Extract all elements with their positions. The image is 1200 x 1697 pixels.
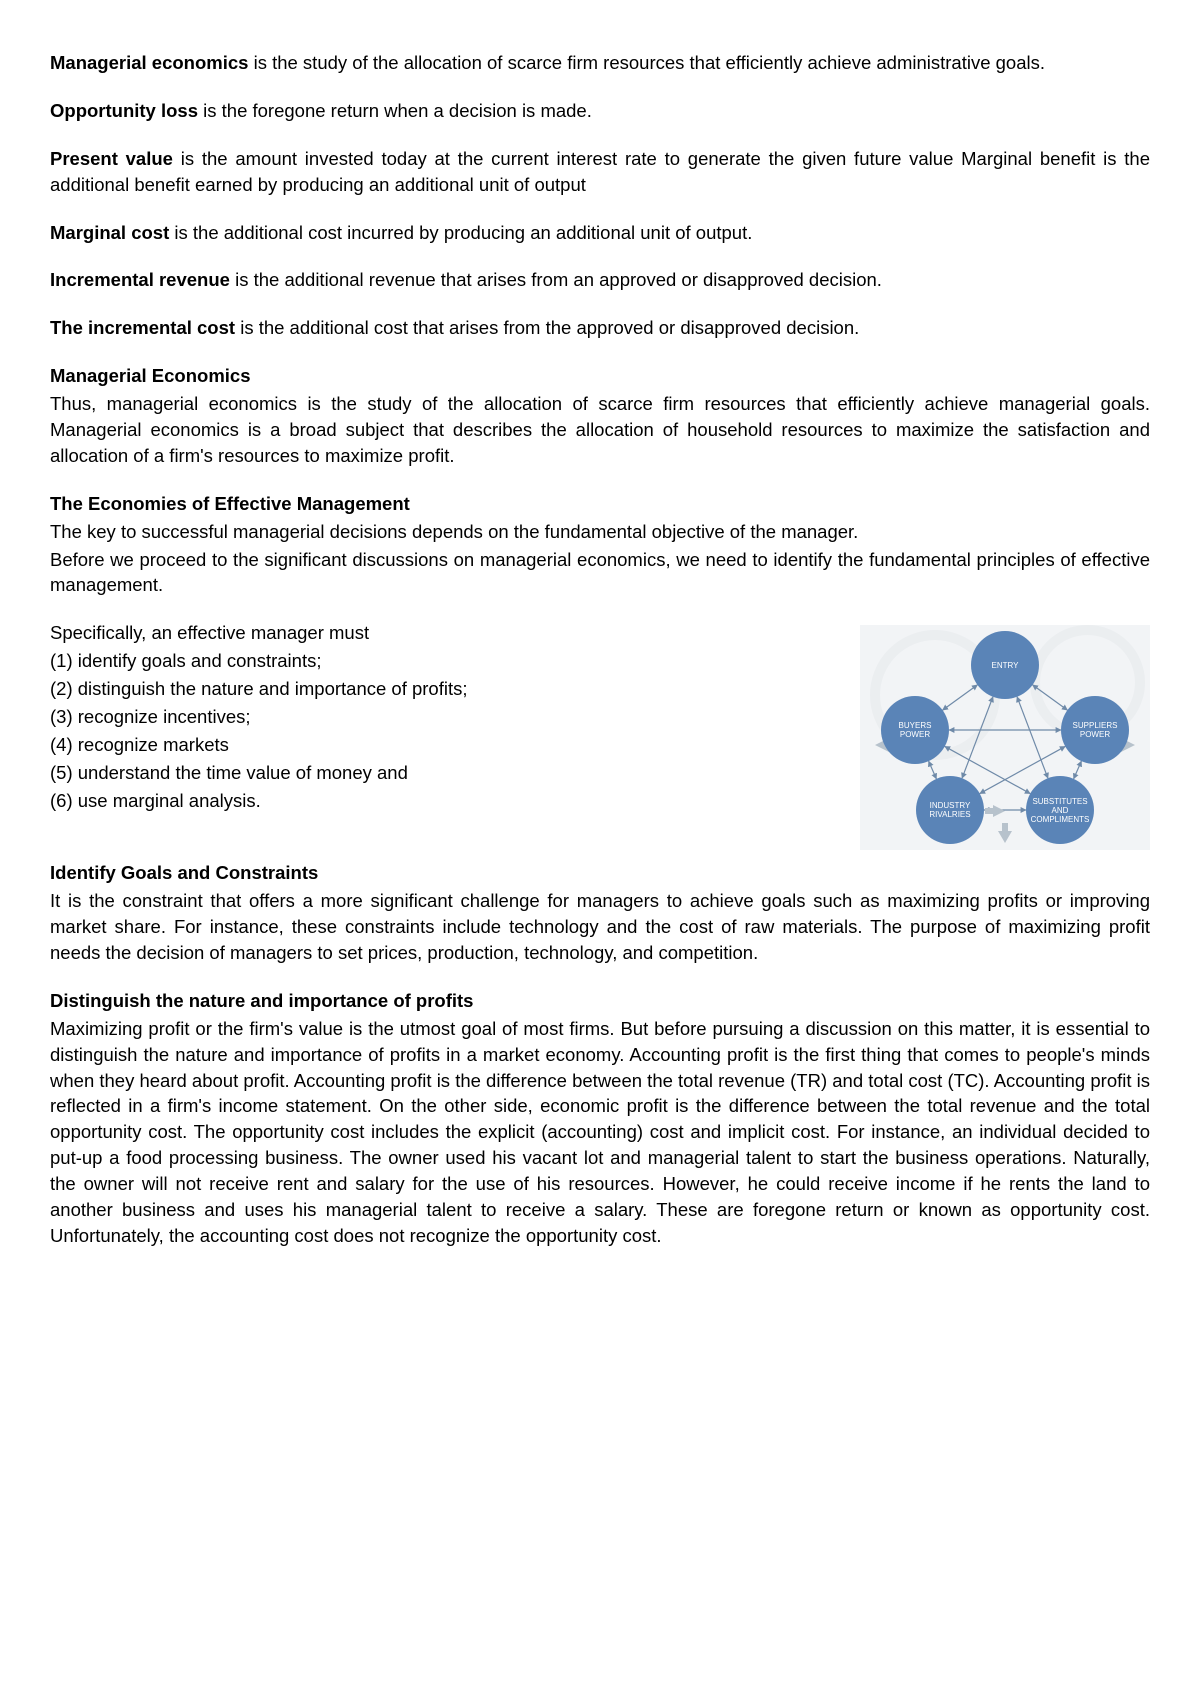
five-forces-diagram: ENTRY BUYERS POWER SUPPLIERS POWER INDUS… (860, 625, 1150, 850)
def-text: is the additional cost that arises from … (235, 317, 859, 338)
def-text: is the additional revenue that arises fr… (230, 269, 882, 290)
manager-must-section: ENTRY BUYERS POWER SUPPLIERS POWER INDUS… (50, 620, 1150, 860)
heading-profits: Distinguish the nature and importance of… (50, 988, 1150, 1014)
term: The incremental cost (50, 317, 235, 338)
def-incremental-cost: The incremental cost is the additional c… (50, 315, 1150, 341)
def-managerial-economics: Managerial economics is the study of the… (50, 50, 1150, 76)
def-incremental-revenue: Incremental revenue is the additional re… (50, 267, 1150, 293)
body-managerial-economics: Thus, managerial economics is the study … (50, 391, 1150, 469)
body-profits: Maximizing profit or the firm's value is… (50, 1016, 1150, 1249)
term: Managerial economics (50, 52, 248, 73)
node-subs: SUBSTITUTES AND COMPLIMENTS (1026, 776, 1094, 844)
def-present-value: Present value is the amount invested tod… (50, 146, 1150, 198)
def-text: is the amount invested today at the curr… (50, 148, 1150, 195)
def-text: is the foregone return when a decision i… (198, 100, 592, 121)
term: Marginal cost (50, 222, 169, 243)
term: Present value (50, 148, 173, 169)
term: Incremental revenue (50, 269, 230, 290)
heading-goals: Identify Goals and Constraints (50, 860, 1150, 886)
eff-line-1: The key to successful managerial decisio… (50, 519, 1150, 545)
node-suppliers: SUPPLIERS POWER (1061, 696, 1129, 764)
eff-line-2: Before we proceed to the significant dis… (50, 547, 1150, 599)
def-opportunity-loss: Opportunity loss is the foregone return … (50, 98, 1150, 124)
node-buyers: BUYERS POWER (881, 696, 949, 764)
def-text: is the additional cost incurred by produ… (169, 222, 752, 243)
node-industry: INDUSTRY RIVALRIES (916, 776, 984, 844)
body-goals: It is the constraint that offers a more … (50, 888, 1150, 966)
def-marginal-cost: Marginal cost is the additional cost inc… (50, 220, 1150, 246)
term: Opportunity loss (50, 100, 198, 121)
heading-managerial-economics: Managerial Economics (50, 363, 1150, 389)
heading-effective-management: The Economies of Effective Management (50, 491, 1150, 517)
node-entry: ENTRY (971, 631, 1039, 699)
def-text: is the study of the allocation of scarce… (248, 52, 1045, 73)
